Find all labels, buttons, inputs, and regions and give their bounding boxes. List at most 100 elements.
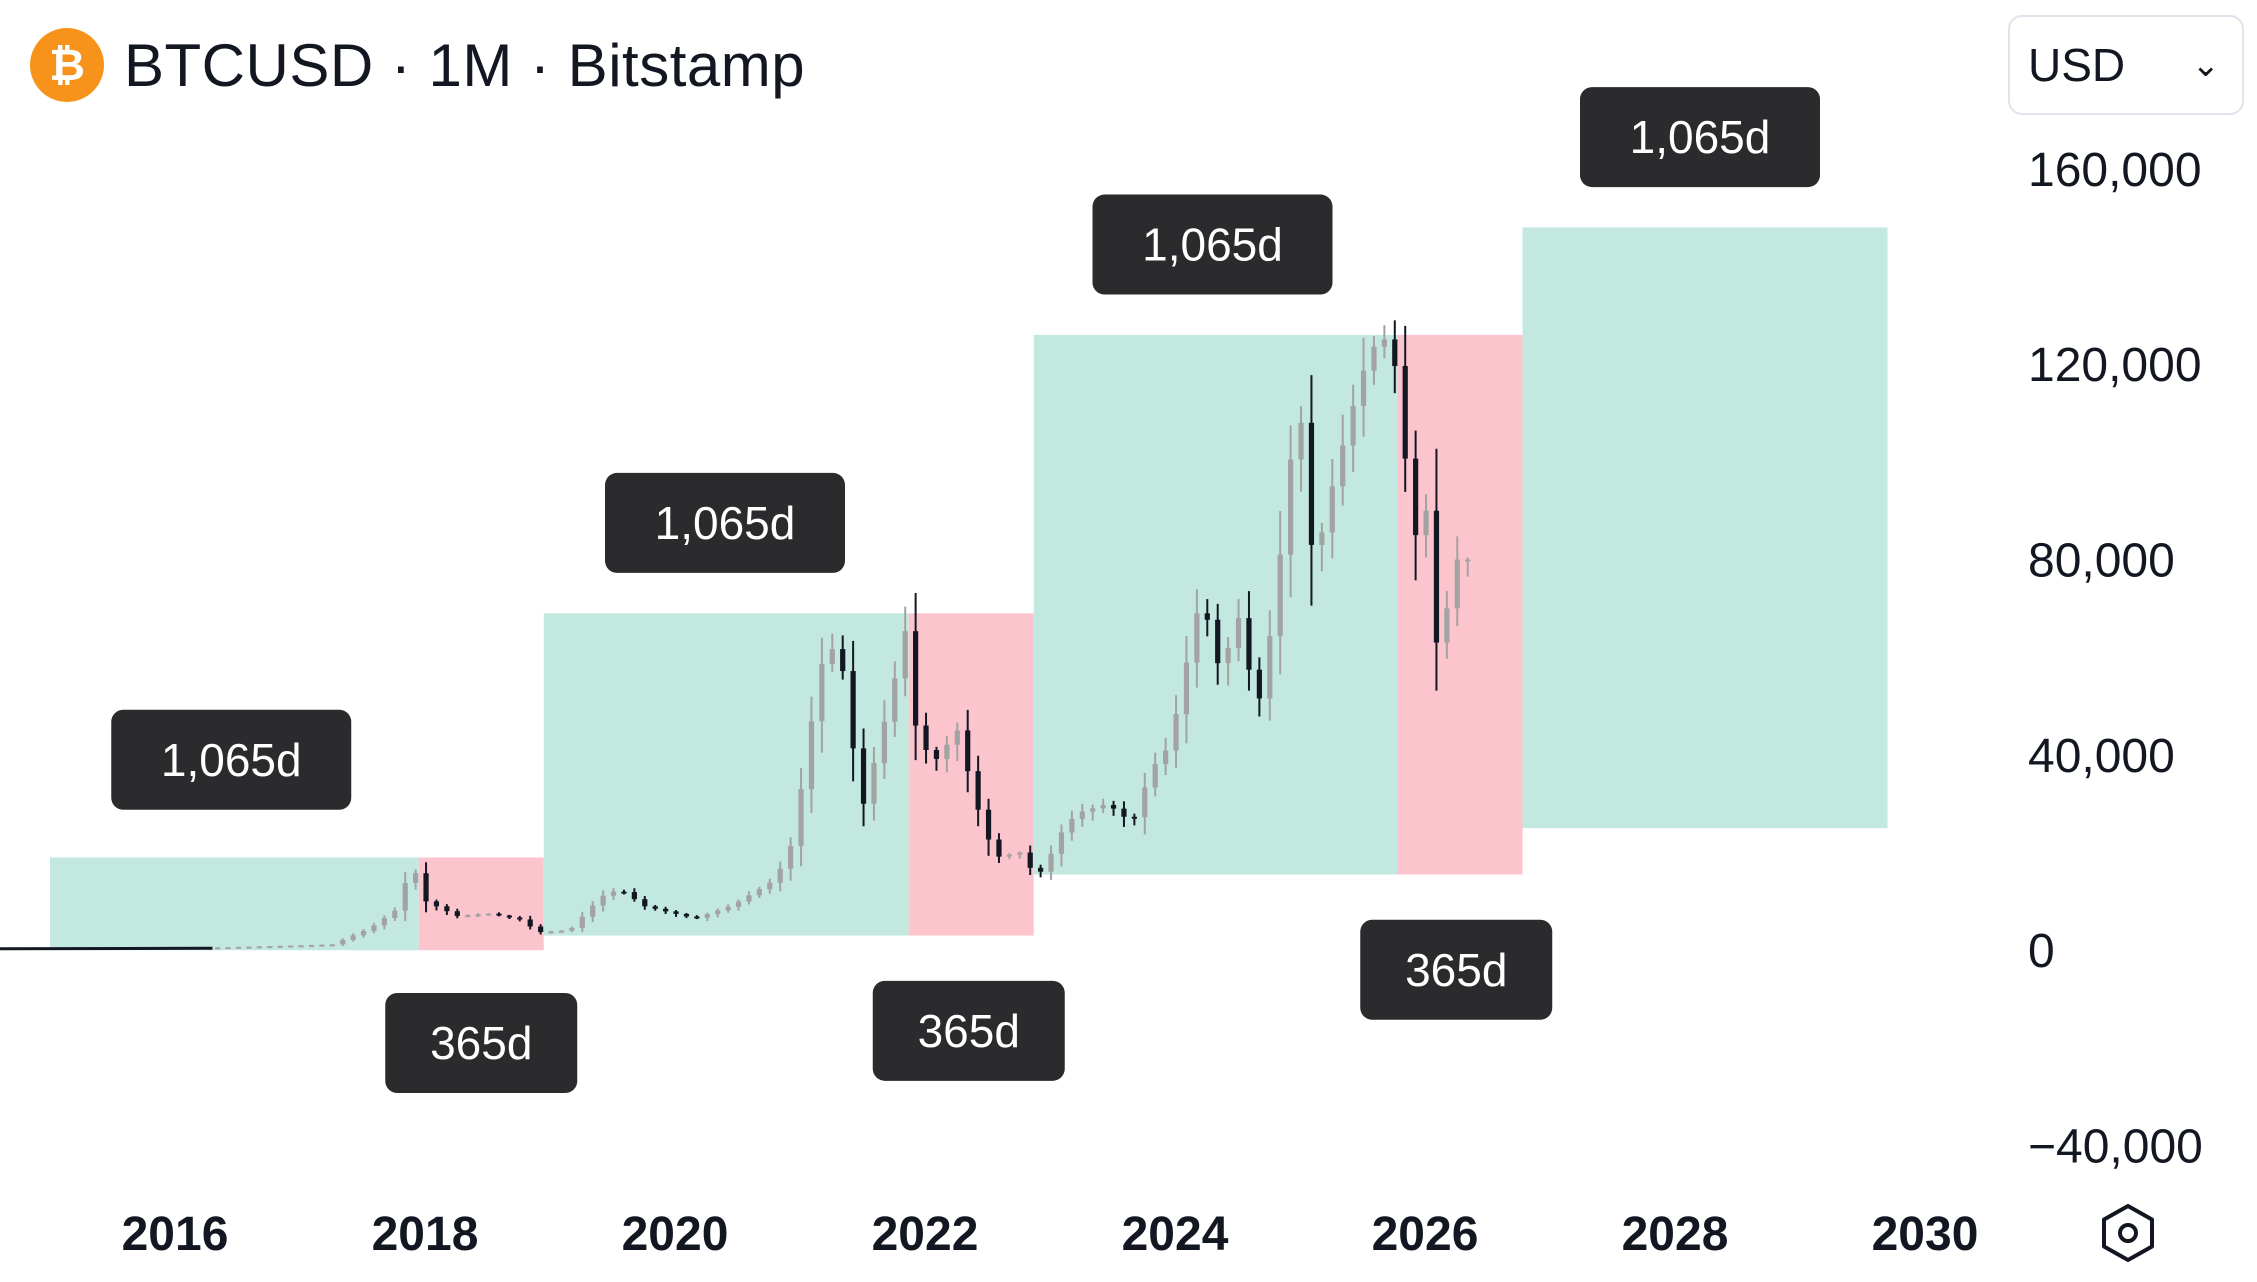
currency-select[interactable]: USD ⌄ (2008, 15, 2244, 115)
bear-range-box (418, 857, 544, 951)
duration-label: 365d (385, 993, 578, 1094)
candle-body (1277, 554, 1283, 637)
candle-up (1235, 598, 1242, 662)
candle-body (1069, 818, 1075, 833)
candle-body (1079, 811, 1085, 819)
candle-up (808, 696, 815, 814)
candle-body (340, 939, 346, 945)
candle-body (413, 873, 419, 884)
price-axis[interactable]: 160,000 120,000 80,000 40,000 0 −40,000 (2028, 144, 2203, 1174)
candle-body (819, 663, 825, 722)
candle-up (340, 938, 346, 947)
candle-up (235, 946, 242, 949)
candle-body (694, 916, 700, 919)
candle-up (892, 661, 898, 737)
time-axis[interactable]: 2016 2018 2020 2022 2024 2026 2028 2030 (122, 1208, 1979, 1261)
candle-body (1246, 618, 1252, 670)
candle-up (1183, 635, 1190, 744)
candle-body (788, 846, 794, 869)
candle-body (1444, 608, 1450, 643)
candle-body (663, 908, 669, 912)
range-boxes (50, 227, 1888, 951)
candle-body (215, 947, 221, 950)
candle-down (965, 709, 971, 793)
candle-body (329, 944, 335, 947)
candle-up (215, 947, 221, 950)
currency-label: USD (2028, 39, 2126, 91)
candle-body (1235, 618, 1242, 648)
candle-up (1058, 824, 1065, 867)
candle-up (725, 904, 731, 913)
price-axis-label: 80,000 (2028, 535, 2175, 588)
candle-up (871, 747, 877, 821)
candle-up (735, 899, 742, 911)
candle-body (704, 914, 710, 918)
candle-down (1027, 845, 1033, 876)
candle-up (1444, 590, 1450, 659)
candle-up (767, 878, 773, 894)
candle-body (590, 905, 596, 917)
candle-body (1413, 458, 1419, 536)
chart-title: BTCUSD · 1M · Bitstamp (124, 31, 806, 99)
candle-body (683, 913, 690, 917)
candle-down (996, 833, 1002, 863)
candle-up (246, 946, 252, 949)
candle-up (392, 907, 398, 922)
candle-body (1402, 366, 1408, 459)
candle-down (423, 862, 429, 913)
chevron-down-icon: ⌄ (2191, 46, 2221, 84)
candle-down (1433, 448, 1440, 691)
price-axis-label: 120,000 (2028, 339, 2202, 392)
candle-up (1288, 425, 1294, 598)
candle-up (485, 913, 492, 916)
candle-up (798, 768, 804, 867)
candle-up (1017, 851, 1023, 859)
price-axis-label: 160,000 (2028, 144, 2202, 197)
candle-up (902, 606, 908, 697)
candle-up (1225, 637, 1231, 686)
candle-down (538, 924, 544, 935)
candle-body (1360, 370, 1367, 406)
candle-up (777, 861, 783, 892)
duration-label-bg (1360, 919, 1553, 1020)
candle-up (298, 945, 304, 948)
candle-up (756, 886, 762, 899)
candle-up (288, 945, 294, 948)
candle-body (798, 789, 804, 847)
candle-up (569, 926, 575, 932)
duration-label-bg (872, 980, 1065, 1081)
candle-up (704, 912, 710, 921)
time-axis-label: 2028 (1622, 1208, 1729, 1261)
candle-down (433, 899, 440, 911)
candle-up (277, 945, 283, 948)
candle-body (1392, 339, 1398, 367)
duration-label-bg (1580, 87, 1820, 188)
candle-body (1110, 805, 1117, 809)
candle-body (954, 730, 960, 745)
candle-down (1392, 320, 1398, 394)
candle-body (1371, 346, 1377, 371)
time-axis-label: 2026 (1372, 1208, 1479, 1261)
duration-label: 365d (1360, 919, 1553, 1020)
candle-up (610, 888, 617, 900)
candle-down (1402, 325, 1408, 492)
settings-hexagon-icon[interactable] (2095, 1200, 2161, 1266)
candle-up (1194, 589, 1200, 688)
candle-body (475, 914, 481, 917)
candle-body (350, 935, 356, 940)
candle-body (558, 930, 565, 933)
candle-body (246, 946, 252, 949)
candle-down (850, 640, 856, 782)
candle-up (267, 945, 273, 949)
candle-up (1163, 738, 1169, 776)
candle-body (496, 913, 502, 916)
candle-down (517, 915, 523, 922)
candle-body (642, 899, 648, 907)
candle-body (1121, 808, 1127, 817)
candle-up (944, 736, 950, 773)
candle-up (1267, 610, 1273, 721)
candle-body (871, 763, 877, 804)
candle-down (1246, 591, 1252, 691)
candle-down (527, 915, 533, 930)
